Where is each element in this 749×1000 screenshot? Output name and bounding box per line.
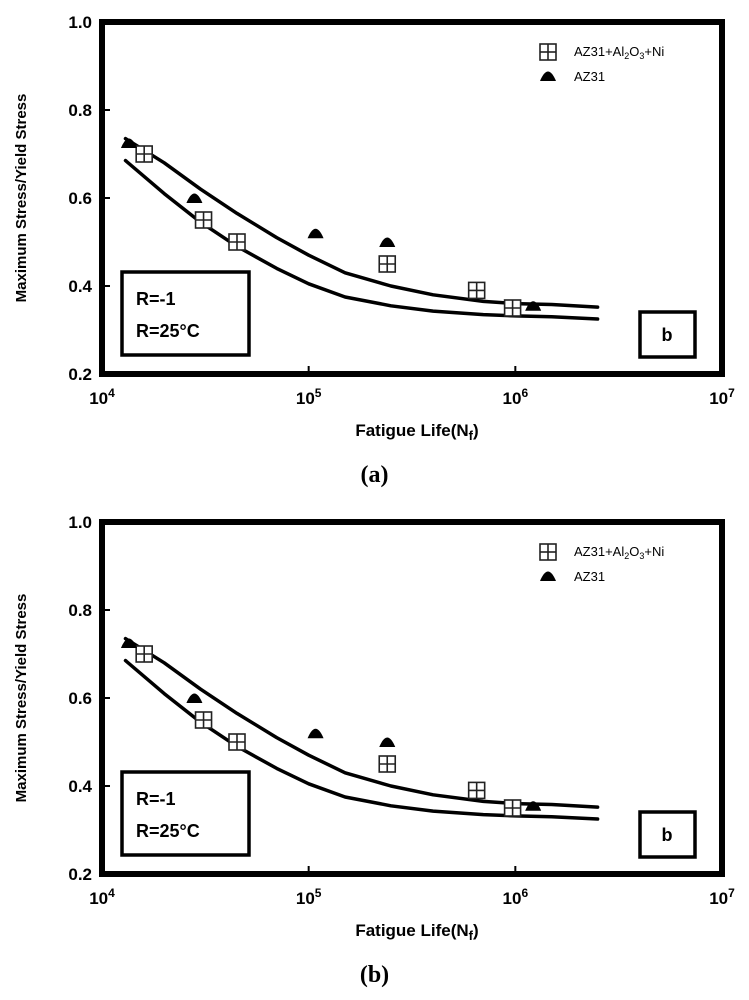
annotation-box <box>120 270 251 357</box>
y-tick-label: 1.0 <box>68 13 92 32</box>
az31-data-point <box>525 801 542 811</box>
legend-marker-az31 <box>540 571 556 581</box>
figure-caption-b: (b) <box>359 962 390 988</box>
legend-label-az31: AZ31 <box>574 69 605 84</box>
legend-label-composite: AZ31+Al2O3+Ni <box>574 544 664 561</box>
composite-data-point <box>228 733 246 751</box>
x-tick-label: 105 <box>296 386 322 408</box>
x-tick-label: 104 <box>89 386 115 408</box>
composite-data-point <box>194 711 213 729</box>
az31-data-point <box>379 237 396 247</box>
composite-data-point <box>467 281 486 300</box>
composite-data-point <box>378 255 397 273</box>
y-axis-label: Maximum Stress/Yield Stress <box>13 94 30 303</box>
legend-marker-composite <box>539 43 557 61</box>
y-tick-label: 0.6 <box>68 189 92 208</box>
annotation-box <box>120 770 251 857</box>
az31-data-point <box>379 737 396 747</box>
composite-data-point <box>378 755 397 773</box>
az31-data-point <box>186 193 203 203</box>
panel-label: b <box>662 325 673 345</box>
y-axis-label: Maximum Stress/Yield Stress <box>13 594 30 803</box>
chart-panel-b: 0.2 0.4 0.6 0.8 1.0 104 105 106 107 Fatigue Life(… <box>0 500 749 1000</box>
panel-label-box <box>638 310 697 359</box>
legend-marker-az31 <box>540 71 556 81</box>
x-tick-label: 104 <box>89 886 115 908</box>
y-tick-label: 1.0 <box>68 513 92 532</box>
legend: AZ31+Al2O3+Ni AZ31 <box>539 43 664 84</box>
legend: AZ31+Al2O3+Ni AZ31 <box>539 543 664 584</box>
x-axis-label: Fatigue Life(Nf) <box>355 921 478 943</box>
y-tick-label: 0.4 <box>68 777 92 796</box>
chart-svg-b: 0.2 0.4 0.6 0.8 1.0 104 105 106 107 Fatigue Life(… <box>13 513 735 943</box>
y-tick-label: 0.8 <box>68 601 92 620</box>
legend-label-az31: AZ31 <box>574 569 605 584</box>
legend-label-composite: AZ31+Al2O3+Ni <box>574 44 664 61</box>
composite-data-point <box>135 645 153 663</box>
panel-label-box <box>638 810 697 859</box>
x-axis-label: Fatigue Life(Nf) <box>355 421 478 443</box>
y-tick-label: 0.8 <box>68 101 92 120</box>
x-tick-label: 107 <box>709 386 735 408</box>
figure-caption-a: (a) <box>360 462 389 488</box>
az31-data-point <box>120 138 137 148</box>
chart-svg-a: 0.2 0.4 0.6 0.8 1.0 104 105 106 107 Fatigue Life(… <box>13 13 735 443</box>
composite-data-point <box>228 233 246 251</box>
composite-data-point <box>503 799 522 817</box>
r-ratio-label: R=-1 <box>136 789 176 809</box>
temperature-label: R=25°C <box>136 821 200 841</box>
az31-data-point <box>307 228 324 239</box>
y-tick-label: 0.4 <box>68 277 92 296</box>
r-ratio-label: R=-1 <box>136 289 176 309</box>
az31-data-point <box>186 693 203 703</box>
composite-data-point <box>194 211 213 229</box>
composite-data-point <box>503 299 522 317</box>
y-tick-label: 0.6 <box>68 689 92 708</box>
temperature-label: R=25°C <box>136 321 200 341</box>
x-tick-label: 106 <box>503 886 529 908</box>
x-tick-label: 107 <box>709 886 735 908</box>
panel-label: b <box>662 825 673 845</box>
legend-marker-composite <box>539 543 557 561</box>
x-tick-label: 105 <box>296 886 322 908</box>
y-tick-label: 0.2 <box>68 865 92 884</box>
az31-data-point <box>307 728 324 739</box>
az31-data-point <box>525 301 542 311</box>
composite-data-point <box>135 145 153 163</box>
y-tick-label: 0.2 <box>68 365 92 384</box>
composite-data-point <box>467 781 486 800</box>
chart-panel-a: 0.2 0.4 0.6 0.8 1.0 104 105 106 107 Fatigue Life(… <box>13 13 735 488</box>
x-tick-label: 106 <box>503 386 529 408</box>
az31-data-point <box>120 638 137 648</box>
